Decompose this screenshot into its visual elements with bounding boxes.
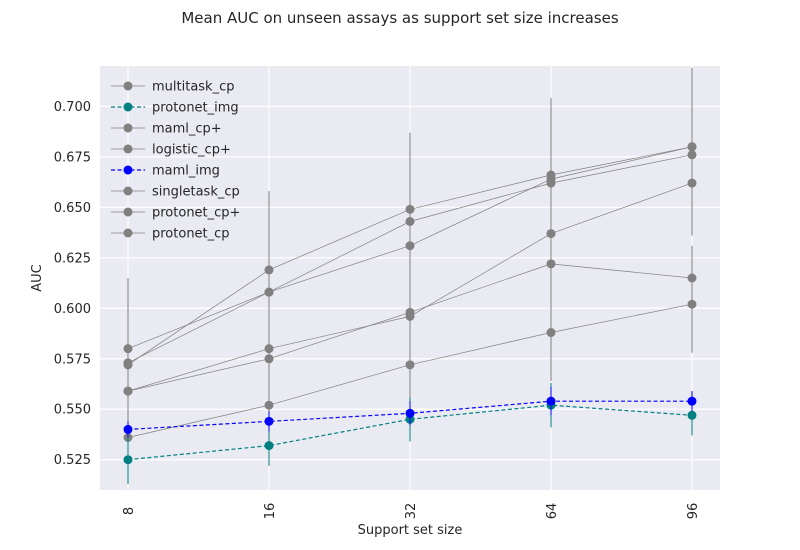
data-point: [405, 311, 415, 321]
legend-entry: protonet_cp+: [111, 206, 240, 221]
legend-entry: logistic_cp+: [111, 143, 231, 158]
legend-entry: maml_img: [111, 164, 220, 179]
data-point: [687, 178, 697, 188]
legend-label: logistic_cp+: [152, 143, 231, 158]
legend-marker: [123, 102, 133, 112]
data-point: [264, 344, 274, 354]
legend-marker: [123, 144, 133, 154]
x-tick-label: 32: [404, 503, 419, 520]
legend-label: singletask_cp: [152, 185, 240, 200]
y-tick-label: 0.700: [54, 100, 91, 115]
legend-entry: multitask_cp: [111, 80, 235, 95]
x-tick-label: 16: [263, 503, 278, 520]
legend: multitask_cp protonet_img maml_cp+ logistic…: [111, 80, 240, 242]
legend-marker: [123, 165, 133, 175]
series-protonet_cp: [123, 142, 697, 442]
legend-marker: [123, 207, 133, 217]
data-point: [546, 229, 556, 239]
x-tick-label: 96: [686, 503, 701, 520]
legend-marker: [123, 81, 133, 91]
legend-label: protonet_img: [152, 101, 239, 116]
data-point: [546, 396, 556, 406]
chart-title: Mean AUC on unseen assays as support set…: [181, 9, 619, 27]
data-point: [123, 386, 133, 396]
series: [123, 68, 697, 484]
data-point: [123, 424, 133, 434]
legend-marker: [123, 123, 133, 133]
legend-entry: maml_cp+: [111, 122, 222, 137]
x-tick-label: 64: [545, 503, 560, 520]
y-tick-label: 0.600: [54, 302, 91, 317]
y-tick-label: 0.525: [54, 453, 91, 468]
data-point: [687, 396, 697, 406]
series-maml_img: [123, 387, 697, 438]
y-tick-label: 0.650: [54, 201, 91, 216]
legend-marker: [123, 186, 133, 196]
y-tick-label: 0.675: [54, 150, 91, 165]
data-point: [123, 455, 133, 465]
legend-label: maml_cp+: [152, 122, 222, 137]
legend-marker: [123, 228, 133, 238]
data-point: [264, 441, 274, 451]
legend-entry: singletask_cp: [111, 185, 240, 200]
series-line: [127, 404, 693, 461]
x-axis-label: Support set size: [358, 523, 463, 538]
data-point: [687, 299, 697, 309]
data-point: [405, 216, 415, 226]
legend-label: maml_img: [152, 164, 220, 179]
y-tick-label: 0.550: [54, 403, 91, 418]
legend-entry: protonet_img: [111, 101, 239, 116]
x-axis-ticks: 8 16 32 64 96: [122, 503, 701, 520]
legend-label: protonet_cp: [152, 227, 230, 242]
data-point: [546, 328, 556, 338]
x-tick-label: 8: [122, 507, 137, 515]
legend-label: protonet_cp+: [152, 206, 240, 221]
legend-entry: protonet_cp: [111, 227, 230, 242]
y-axis-ticks: 0.525 0.550 0.575 0.600 0.625 0.650 0.675 0.700: [54, 100, 91, 468]
legend-label: multitask_cp: [152, 80, 235, 95]
data-point: [687, 410, 697, 420]
y-tick-label: 0.575: [54, 352, 91, 367]
data-point: [405, 408, 415, 418]
y-tick-label: 0.625: [54, 251, 91, 266]
data-point: [264, 416, 274, 426]
y-axis-label: AUC: [30, 264, 45, 292]
